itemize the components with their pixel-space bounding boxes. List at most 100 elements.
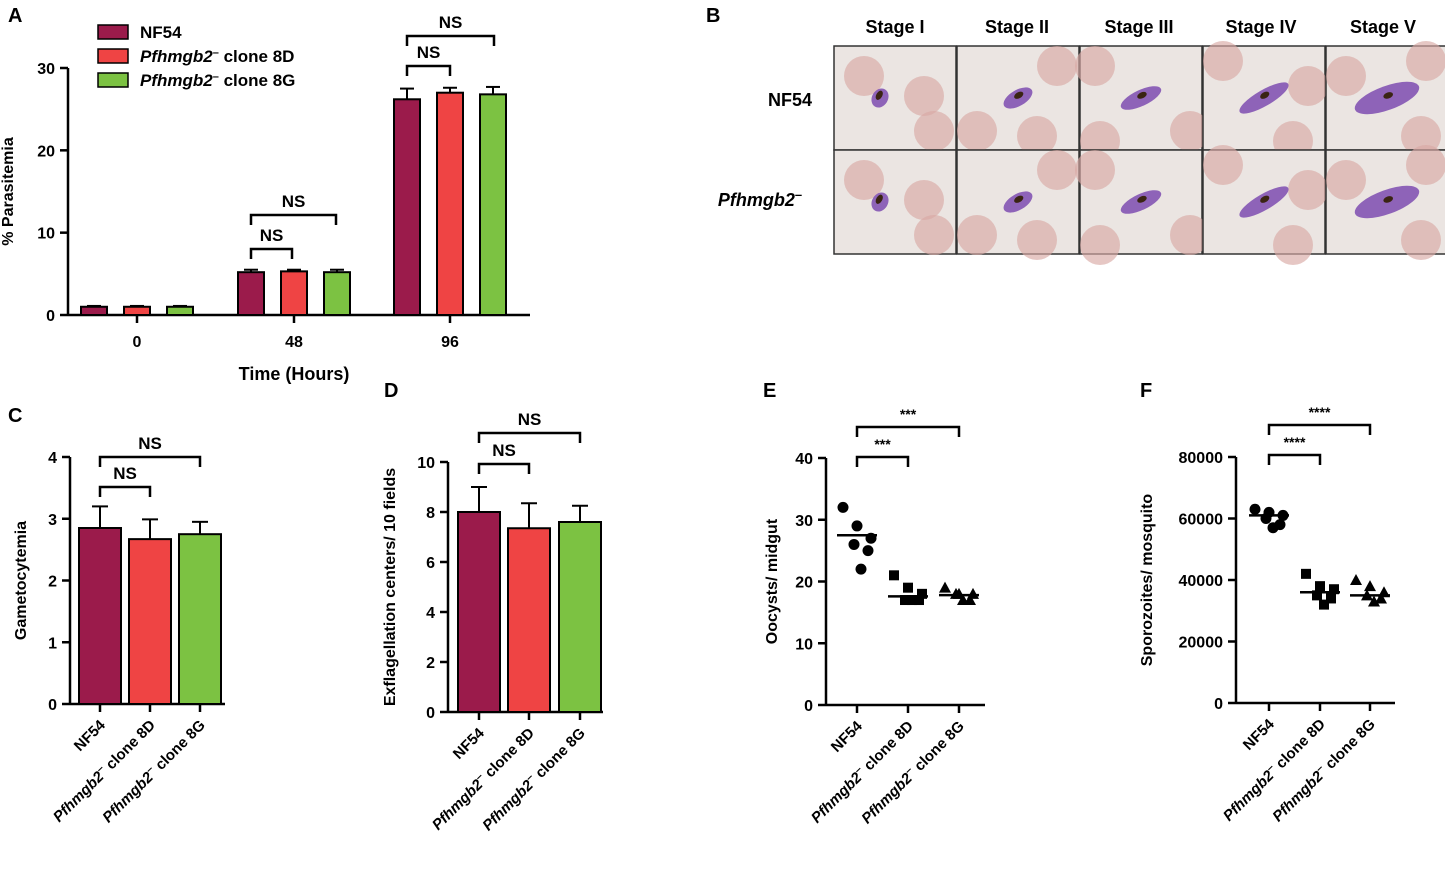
chart-f-sig-bracket bbox=[1267, 453, 1322, 465]
chart-c-y-tick-label: 4 bbox=[48, 450, 57, 467]
chart-e-point bbox=[848, 538, 860, 550]
chart-e-point bbox=[907, 595, 917, 606]
chart-a-x-tick-label: 48 bbox=[285, 334, 303, 351]
strain-suffix: clone 8G bbox=[219, 71, 296, 90]
micrograph-cell bbox=[956, 149, 1080, 260]
strain-prefix: Pfhmgb2 bbox=[50, 768, 108, 826]
rbc-cell bbox=[914, 111, 954, 151]
chart-a-y-tick-label: 30 bbox=[37, 61, 55, 78]
legend-swatch bbox=[97, 72, 129, 88]
chart-a-bar bbox=[166, 305, 194, 316]
chart-c-sig-sig-label: NS bbox=[113, 464, 137, 483]
chart-a-x-tick-label: 0 bbox=[133, 334, 142, 351]
chart-c-y-tick-label: 2 bbox=[48, 574, 57, 591]
chart-e-x-tick-label: NF54 bbox=[828, 717, 866, 755]
chart-e-y-tick-label: 0 bbox=[804, 698, 813, 715]
chart-c-y-tick-label: 1 bbox=[48, 635, 57, 652]
rbc-cell bbox=[1406, 41, 1445, 81]
rbc-cell bbox=[1017, 220, 1057, 260]
chart-e-y-tick-label: 30 bbox=[795, 513, 813, 530]
chart-f-point bbox=[1364, 580, 1376, 592]
rbc-cell bbox=[1203, 41, 1243, 81]
chart-f-point bbox=[1329, 584, 1339, 595]
rbc-cell bbox=[957, 111, 997, 151]
chart-a-y-tick-label: 10 bbox=[37, 226, 55, 243]
chart-a-bar bbox=[436, 91, 464, 316]
rbc-cell bbox=[1288, 170, 1328, 210]
chart-a-y-tick-label: 20 bbox=[37, 143, 55, 160]
legend-swatch bbox=[97, 48, 129, 64]
chart-a-y-tick-label: 0 bbox=[46, 308, 55, 325]
chart-f-point bbox=[1368, 595, 1380, 607]
micrograph-cell bbox=[1325, 41, 1445, 156]
chart-f: 0 20000 40000 60000 80000 Sporozoites/ mosqui… bbox=[1139, 404, 1395, 825]
chart-e-y-axis-title: Oocysts/ midgut bbox=[764, 518, 781, 644]
rbc-cell bbox=[1170, 111, 1210, 151]
micrograph-cell bbox=[956, 45, 1080, 156]
parasite-pigment bbox=[1260, 91, 1270, 99]
strain-prefix: Pfhmgb2 bbox=[140, 47, 213, 66]
chart-c-sig-bracket bbox=[98, 485, 152, 497]
chart-d-sig-bracket bbox=[477, 462, 531, 474]
chart-f-point bbox=[1301, 568, 1311, 579]
chart-c-sig-sig-label: NS bbox=[138, 434, 162, 453]
strain-prefix: Pfhmgb2 bbox=[1269, 767, 1327, 825]
micrograph-cell bbox=[833, 149, 957, 255]
stage-label: Stage I bbox=[865, 17, 924, 37]
row-label-ko-sup: – bbox=[795, 187, 802, 202]
chart-f-x-tick-label: NF54 bbox=[1240, 715, 1278, 753]
chart-d-sig-bracket bbox=[477, 431, 582, 443]
strain-prefix: Pfhmgb2 bbox=[429, 776, 487, 834]
chart-a-sig-bracket bbox=[405, 34, 496, 46]
rbc-cell bbox=[1406, 145, 1445, 185]
rbc-cell bbox=[1080, 225, 1120, 265]
chart-c-sig-bracket bbox=[98, 455, 202, 467]
chart-e-y-tick-label: 40 bbox=[795, 451, 813, 468]
chart-e-point bbox=[939, 581, 951, 593]
chart-a-bar bbox=[80, 305, 108, 316]
chart-e-sig-bracket bbox=[855, 455, 910, 467]
parasite-pigment bbox=[1383, 92, 1394, 99]
rbc-cell bbox=[1075, 150, 1115, 190]
strain-suffix: clone 8G bbox=[529, 725, 589, 785]
chart-a-x-axis-title: Time (Hours) bbox=[239, 364, 350, 384]
chart-f-sig-bracket bbox=[1267, 423, 1372, 435]
chart-e-point bbox=[889, 570, 899, 581]
chart-c-y-axis-title: Gametocytemia bbox=[13, 521, 30, 640]
chart-e-point bbox=[957, 594, 969, 606]
strain-prefix: Pfhmgb2 bbox=[808, 769, 866, 827]
chart-f-point bbox=[1350, 574, 1362, 585]
chart-a-sig-sig-label: NS bbox=[439, 13, 463, 32]
chart-f-y-tick-label: 0 bbox=[1214, 696, 1223, 713]
chart-d: 0 2 4 6 8 10 Exflagellation centers/ 10 fields… bbox=[382, 410, 603, 834]
parasite-pigment bbox=[1014, 91, 1024, 99]
chart-d-bar bbox=[507, 527, 551, 713]
chart-e-y-tick-label: 20 bbox=[795, 575, 813, 592]
chart-e-point bbox=[837, 501, 849, 513]
chart-e-sig-bracket bbox=[855, 425, 961, 437]
chart-a-y-axis-title: % Parasitemia bbox=[0, 137, 17, 246]
micrograph-cell bbox=[1325, 145, 1445, 260]
chart-a-bar bbox=[280, 270, 308, 317]
chart-d-bar bbox=[457, 511, 501, 713]
chart-a-bar bbox=[479, 93, 507, 316]
legend-label: Pfhmgb2– clone 8G bbox=[140, 71, 295, 90]
chart-f-sig-sig-label: **** bbox=[1309, 404, 1331, 420]
chart-c-y-tick-label: 0 bbox=[48, 697, 57, 714]
strain-prefix: Pfhmgb2 bbox=[1220, 767, 1278, 825]
chart-a-sig-sig-label: NS bbox=[260, 226, 284, 245]
chart-d-sig-sig-label: NS bbox=[518, 410, 542, 429]
chart-f-y-tick-label: 20000 bbox=[1179, 635, 1224, 652]
chart-e-sig-sig-label: *** bbox=[900, 406, 917, 422]
rbc-cell bbox=[1203, 145, 1243, 185]
chart-a-x-tick-label: 96 bbox=[441, 334, 459, 351]
chart-d-y-axis-title: Exflagellation centers/ 10 fields bbox=[382, 468, 399, 706]
panel-label-d: D bbox=[384, 380, 398, 402]
chart-f-y-tick-label: 40000 bbox=[1179, 573, 1224, 590]
chart-e-point bbox=[903, 582, 913, 593]
chart-e-sig-sig-label: *** bbox=[874, 436, 891, 452]
